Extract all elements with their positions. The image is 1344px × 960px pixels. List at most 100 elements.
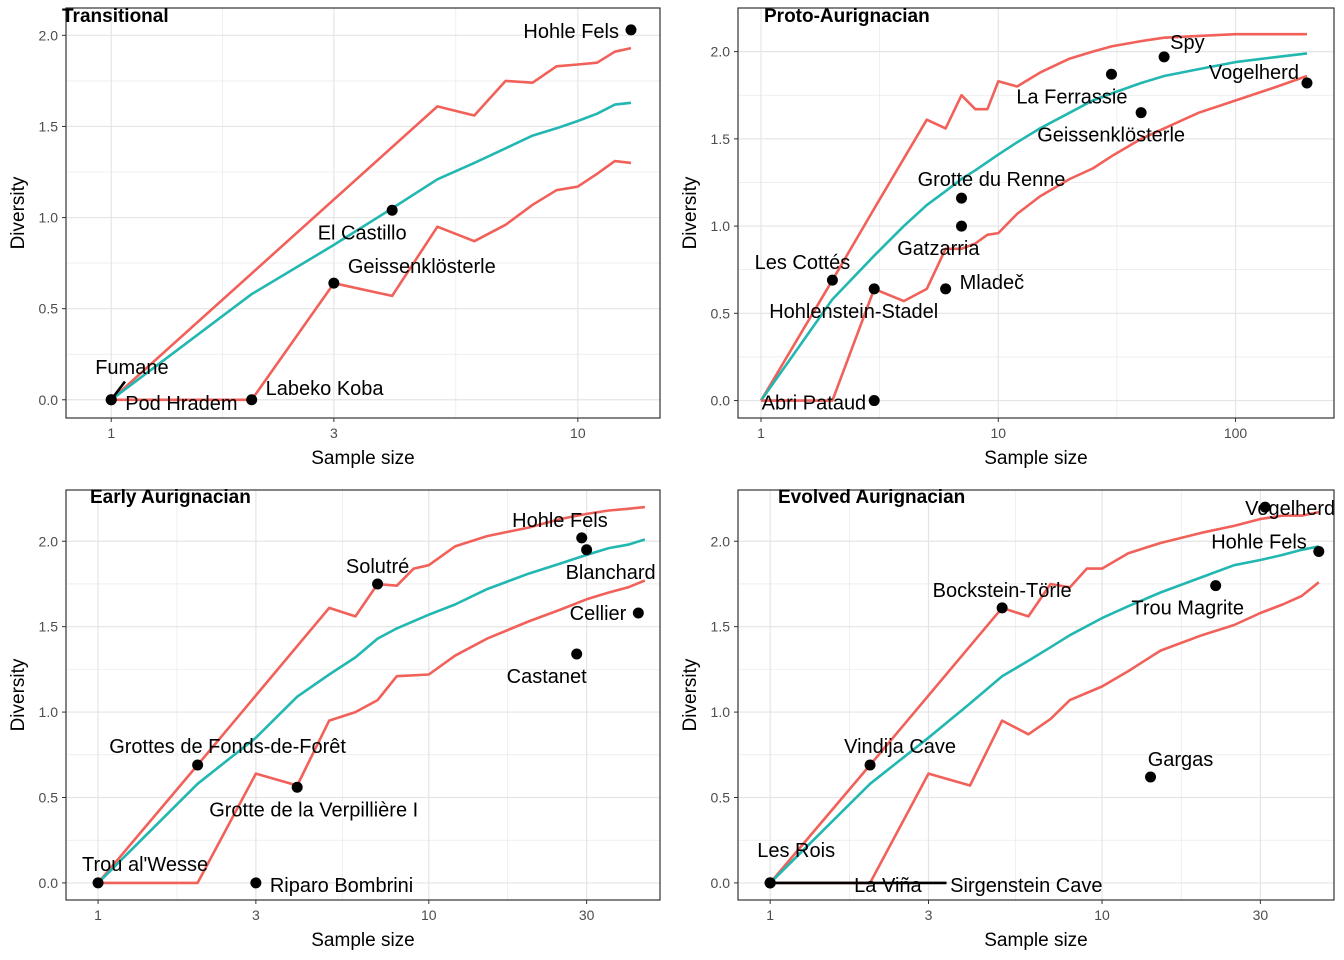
y-tick-label: 0.5 xyxy=(711,305,731,321)
x-tick-label: 10 xyxy=(421,907,437,923)
site-label: El Castillo xyxy=(318,222,407,244)
x-tick-label: 10 xyxy=(990,425,1006,441)
site-label: Les Rois xyxy=(757,840,835,862)
y-tick-label: 1.0 xyxy=(39,210,59,226)
site-point[interactable] xyxy=(246,394,258,406)
site-label: Geissenklösterle xyxy=(1037,125,1185,147)
site-label: Spy xyxy=(1170,32,1204,54)
series-line-mean xyxy=(769,545,1320,884)
site-point[interactable] xyxy=(826,274,838,286)
x-tick-label: 1 xyxy=(107,425,115,441)
site-point[interactable] xyxy=(868,283,880,295)
series-line-upper xyxy=(769,510,1320,884)
site-label: Vogelherd xyxy=(1245,498,1335,520)
site-point[interactable] xyxy=(864,759,876,771)
site-point[interactable] xyxy=(764,877,776,889)
site-point[interactable] xyxy=(250,877,262,889)
site-point[interactable] xyxy=(868,395,880,407)
x-tick-label: 10 xyxy=(1094,907,1110,923)
site-point[interactable] xyxy=(1301,77,1313,89)
series-line-mean xyxy=(97,538,646,884)
site-point[interactable] xyxy=(1313,546,1325,557)
series-line-mean xyxy=(110,101,632,401)
site-point[interactable] xyxy=(328,277,340,289)
site-point[interactable] xyxy=(386,204,398,216)
site-point[interactable] xyxy=(291,781,303,793)
x-tick-label: 10 xyxy=(570,425,586,441)
site-label: Vogelherd xyxy=(1209,62,1299,84)
x-axis-title: Sample size xyxy=(311,930,415,951)
y-tick-label: 0.0 xyxy=(711,875,731,891)
site-label: Vindija Cave xyxy=(844,736,956,758)
y-tick-label: 1.5 xyxy=(711,131,731,147)
y-tick-label: 2.0 xyxy=(711,533,731,549)
site-point[interactable] xyxy=(1145,771,1157,783)
panel-4: 0.0 0.5 1.0 1.5 2.0 1 3 10 30 Vogelherd Hohle Fels… xyxy=(680,487,1335,951)
site-point[interactable] xyxy=(372,578,384,590)
y-tick-label: 0.5 xyxy=(39,790,59,806)
site-point[interactable] xyxy=(571,648,583,660)
panel-3: 0.0 0.5 1.0 1.5 2.0 1 3 10 30 Hohle Fels Solutré Bl… xyxy=(8,487,661,951)
site-point[interactable] xyxy=(1135,107,1147,119)
site-point[interactable] xyxy=(1158,51,1170,63)
site-label: Sirgenstein Cave xyxy=(950,875,1102,897)
plot-frame xyxy=(65,489,661,901)
site-point[interactable] xyxy=(940,283,952,295)
site-label: Castanet xyxy=(507,666,587,688)
site-point[interactable] xyxy=(956,192,968,204)
site-label: Hohle Fels xyxy=(1211,532,1307,554)
x-tick-label: 30 xyxy=(579,907,595,923)
site-point[interactable] xyxy=(192,759,204,771)
site-label: Blanchard xyxy=(566,562,656,584)
site-label: Geissenklösterle xyxy=(348,256,496,278)
y-tick-label: 1.5 xyxy=(39,619,59,635)
site-label: Pod Hradem xyxy=(125,393,237,415)
panel-title: Proto-Aurignacian xyxy=(764,6,930,27)
panel-title: Transitional xyxy=(62,6,169,27)
series-line-lower xyxy=(761,74,1308,402)
plot-background xyxy=(738,490,1334,900)
site-label: Trou al'Wesse xyxy=(82,854,208,876)
site-label: Mladeč xyxy=(960,272,1024,294)
site-label: Abri Pataud xyxy=(762,393,867,415)
site-label: Riparo Bombrini xyxy=(270,875,413,897)
site-label: Hohle Fels xyxy=(512,510,608,532)
site-point[interactable] xyxy=(576,532,588,544)
site-label: Hohle Fels xyxy=(523,21,619,43)
site-point[interactable] xyxy=(105,394,117,406)
y-tick-label: 2.0 xyxy=(711,44,731,60)
site-label: Labeko Koba xyxy=(266,378,385,400)
y-tick-label: 0.0 xyxy=(711,393,731,409)
site-point[interactable] xyxy=(632,607,644,619)
x-axis-title: Sample size xyxy=(984,930,1088,951)
site-label: Gargas xyxy=(1148,749,1214,771)
y-tick-label: 0.0 xyxy=(39,875,59,891)
y-tick-label: 1.0 xyxy=(711,704,731,720)
y-tick-label: 1.0 xyxy=(39,704,59,720)
site-point[interactable] xyxy=(956,220,968,232)
site-label: Cellier xyxy=(570,603,627,625)
x-tick-label: 1 xyxy=(757,425,765,441)
series-line-lower xyxy=(770,581,1320,885)
site-point[interactable] xyxy=(1105,68,1117,80)
site-point[interactable] xyxy=(1259,501,1271,513)
site-point[interactable] xyxy=(581,544,593,556)
site-point[interactable] xyxy=(92,877,104,889)
y-axis-title: Diversity xyxy=(680,658,701,731)
y-axis-title: Diversity xyxy=(680,176,701,249)
plot-frame xyxy=(737,489,1335,901)
x-tick-label: 3 xyxy=(330,425,338,441)
site-point[interactable] xyxy=(996,602,1008,614)
site-point[interactable] xyxy=(1210,580,1222,592)
site-point[interactable] xyxy=(625,24,637,36)
y-tick-label: 1.5 xyxy=(39,118,59,134)
panel-title: Evolved Aurignacian xyxy=(778,487,965,508)
series-line-upper xyxy=(97,505,646,884)
plot-frame xyxy=(65,7,661,419)
y-tick-label: 2.0 xyxy=(39,27,59,43)
x-tick-label: 3 xyxy=(252,907,260,923)
x-tick-label: 100 xyxy=(1224,425,1248,441)
y-axis-title: Diversity xyxy=(8,176,29,249)
